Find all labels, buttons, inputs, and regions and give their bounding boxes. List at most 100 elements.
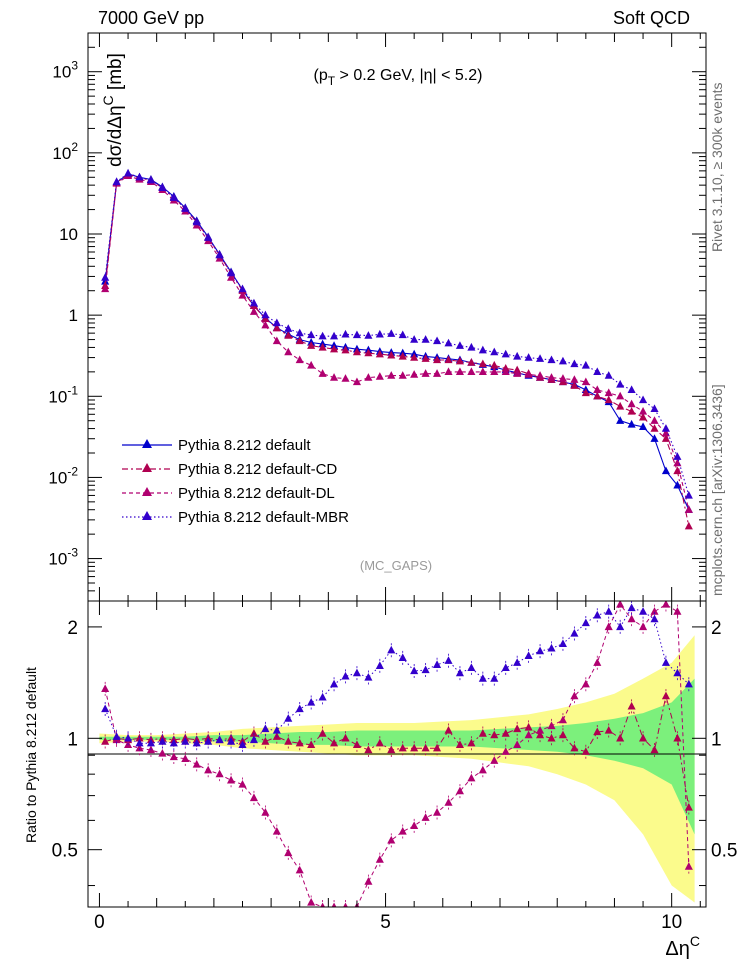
header-left: 7000 GeV pp <box>98 8 204 28</box>
main-line-default <box>104 173 690 510</box>
main-marker-cd <box>444 355 453 364</box>
ratio-marker-mbr <box>558 639 567 647</box>
ratio-marker-cd <box>661 691 670 700</box>
ratio-marker-cd <box>616 733 625 742</box>
ratio-band-outer <box>99 635 695 903</box>
ratio-marker-mbr <box>581 618 590 627</box>
legend-marker-default <box>142 439 152 448</box>
ratio-marker-mbr <box>410 666 419 675</box>
ratio-marker-mbr <box>181 737 190 745</box>
ratio-marker-cd <box>341 733 350 742</box>
ratio-y-tick-label: 1 <box>67 729 78 750</box>
rivet-version-label: Rivet 3.1.10, ≥ 300k events <box>709 82 725 252</box>
main-marker-cd <box>421 354 430 362</box>
main-y-tick-label: 10-3 <box>48 546 78 569</box>
analysis-watermark: (MC_GAPS) <box>360 558 432 573</box>
main-series-group <box>101 168 693 530</box>
main-marker-dl <box>330 373 339 381</box>
ratio-marker-dl <box>387 835 396 844</box>
ratio-marker-dl <box>467 773 476 782</box>
main-marker-dl <box>513 369 522 377</box>
main-marker-mbr <box>444 338 453 347</box>
ratio-marker-cd <box>295 738 304 747</box>
main-marker-cd <box>387 350 396 359</box>
ratio-marker-dl <box>455 786 464 795</box>
main-marker-mbr <box>375 329 384 338</box>
ratio-marker-mbr <box>536 646 545 655</box>
ratio-marker-cd <box>513 724 522 733</box>
ratio-marker-cd <box>444 725 453 734</box>
main-marker-mbr <box>295 328 304 337</box>
main-marker-cd <box>661 434 670 442</box>
main-marker-dl <box>558 374 567 382</box>
main-marker-cd <box>410 353 419 361</box>
ratio-marker-dl <box>192 759 201 768</box>
ratio-marker-mbr <box>673 668 682 677</box>
main-marker-dl <box>261 320 270 329</box>
main-y-tick-label: 10 <box>59 225 78 244</box>
ratio-marker-cd <box>398 743 407 752</box>
legend-label-default: Pythia 8.212 default <box>178 437 311 454</box>
ratio-marker-dl <box>684 862 693 870</box>
ratio-marker-dl <box>331 902 337 907</box>
ratio-y-tick-label-right: 2 <box>711 618 722 639</box>
main-marker-mbr <box>421 335 430 343</box>
ratio-y-tick-label: 0.5 <box>52 841 78 862</box>
ratio-marker-cd <box>410 743 419 752</box>
ratio-marker-dl <box>284 848 293 857</box>
ratio-marker-mbr <box>398 653 407 661</box>
ratio-marker-dl <box>581 679 590 688</box>
legend-entry-cd: Pythia 8.212 default-CD <box>122 461 337 478</box>
ratio-line-mbr <box>104 607 690 746</box>
main-marker-mbr <box>124 168 133 177</box>
main-marker-cd <box>604 395 613 404</box>
main-marker-default <box>627 419 636 428</box>
ratio-marker-dl <box>616 601 625 608</box>
ratio-marker-dl <box>295 865 304 874</box>
main-marker-cd <box>272 323 281 332</box>
main-marker-dl <box>524 370 533 378</box>
main-marker-cd <box>318 342 327 351</box>
main-y-tick-label: 10-2 <box>48 464 78 487</box>
main-marker-mbr <box>146 175 155 184</box>
main-marker-mbr <box>215 250 224 259</box>
ratio-marker-mbr <box>330 679 339 688</box>
ratio-marker-mbr <box>661 658 670 666</box>
ratio-marker-mbr <box>249 735 258 744</box>
main-marker-mbr <box>684 490 693 499</box>
main-marker-mbr <box>318 331 327 340</box>
header-right: Soft QCD <box>613 8 690 28</box>
ratio-marker-dl <box>204 765 213 774</box>
main-marker-dl <box>639 406 648 415</box>
x-axis-label: ΔηC <box>665 933 700 960</box>
main-marker-mbr <box>387 329 396 337</box>
ratio-marker-cd <box>547 733 556 742</box>
main-marker-dl <box>238 290 247 299</box>
ratio-marker-dl <box>238 780 247 788</box>
main-marker-mbr <box>570 359 579 368</box>
ratio-marker-mbr <box>455 668 464 677</box>
main-marker-dl <box>421 369 430 377</box>
ratio-series-clipped <box>101 601 693 907</box>
main-marker-mbr <box>513 351 522 360</box>
main-marker-mbr <box>204 233 213 241</box>
legend-label-cd: Pythia 8.212 default-CD <box>178 461 337 478</box>
ratio-marker-mbr <box>478 674 487 682</box>
main-marker-dl <box>570 375 579 383</box>
main-y-tick-label: 1 <box>69 306 78 325</box>
ratio-marker-mbr <box>684 679 693 688</box>
main-marker-dl <box>307 360 316 369</box>
ratio-marker-mbr <box>124 733 133 742</box>
ratio-marker-dl <box>524 730 533 739</box>
main-marker-cd <box>295 336 304 345</box>
main-marker-mbr <box>467 342 476 351</box>
main-marker-mbr <box>639 395 648 404</box>
main-marker-cd <box>650 424 659 432</box>
main-marker-cd <box>341 345 350 354</box>
ratio-marker-dl <box>227 775 236 784</box>
main-marker-cd <box>684 521 693 530</box>
ratio-marker-mbr <box>261 724 270 733</box>
ratio-marker-cd <box>558 730 567 739</box>
ratio-marker-cd <box>467 738 476 747</box>
